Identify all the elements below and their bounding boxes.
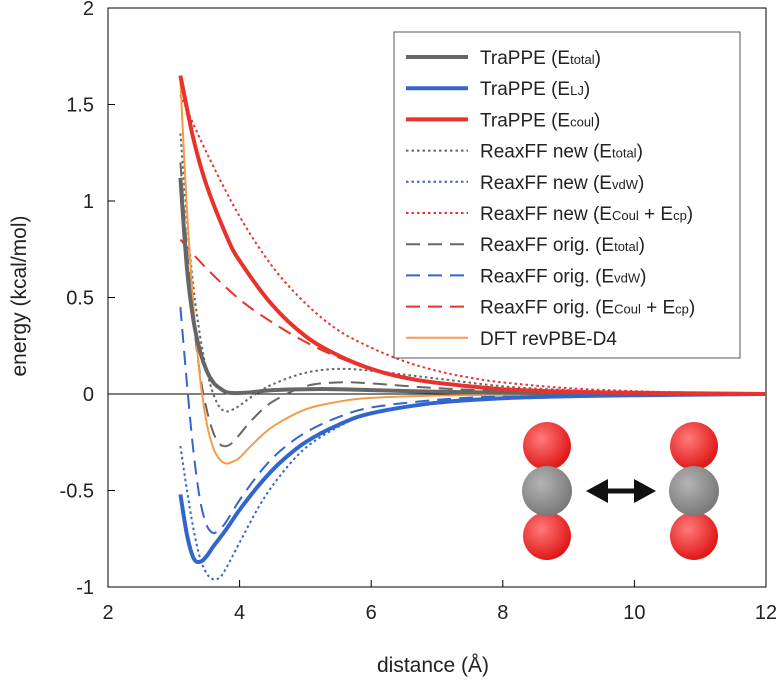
- x-tick-label: 8: [497, 602, 508, 624]
- carbon-atom: [522, 466, 572, 516]
- legend-label: ReaxFF orig. (ECoul + Ecp): [480, 298, 695, 319]
- oxygen-atom: [670, 422, 718, 470]
- x-tick-label: 4: [234, 602, 245, 624]
- oxygen-atom: [523, 512, 571, 560]
- legend-label: ReaxFF new (ECoul + Ecp): [480, 204, 693, 225]
- axes: 2 4 6 8 10 12 -1 -0.5 0 0.5 1 1.5 2: [60, 0, 776, 624]
- x-axis-title: distance (Å): [377, 654, 489, 677]
- y-tick-label: -0.5: [60, 481, 94, 503]
- legend-label: ReaxFF orig. (Etotal): [480, 235, 645, 256]
- co2-molecule-left: [522, 422, 572, 560]
- oxygen-atom: [670, 512, 718, 560]
- series-line-reaxff-new-etotal: [179, 133, 767, 413]
- series-line-trappe-etotal: [178, 177, 767, 396]
- y-tick-label: 2: [83, 0, 94, 20]
- legend-label: ReaxFF new (EvdW): [480, 173, 644, 194]
- y-tick-label: 1: [83, 191, 94, 213]
- arrow-head-right: [634, 479, 656, 503]
- legend: TraPPE (Etotal) TraPPE (ELJ) TraPPE (Ecoul…: [393, 31, 741, 359]
- series-line-dft-revpbe-d4: [179, 81, 767, 465]
- x-tick-label: 10: [623, 602, 645, 624]
- y-tick-label: -1: [76, 577, 94, 599]
- x-tick-label: 6: [366, 602, 377, 624]
- carbon-atom: [669, 466, 719, 516]
- arrow-head-left: [586, 479, 608, 503]
- co2-molecule-right: [669, 422, 719, 560]
- oxygen-atom: [523, 422, 571, 470]
- legend-label: ReaxFF new (Etotal): [480, 142, 643, 163]
- y-tick-label: 1.5: [66, 95, 94, 117]
- y-axis-title: energy (kcal/mol): [8, 215, 31, 376]
- series-line-trappe-ecoul: [178, 75, 767, 396]
- y-tick-label: 0: [83, 384, 94, 406]
- legend-label: TraPPE (ELJ): [480, 79, 590, 100]
- co2-dimer-inset: [522, 422, 719, 560]
- series-line-trappe-elj: [178, 392, 767, 565]
- x-tick-label: 2: [102, 602, 113, 624]
- legend-label: TraPPE (Etotal): [480, 48, 601, 69]
- y-tick-label: 0.5: [66, 288, 94, 310]
- legend-label: TraPPE (Ecoul): [480, 110, 600, 131]
- legend-label: ReaxFF orig. (EvdW): [480, 266, 646, 287]
- legend-label: DFT revPBE-D4: [480, 329, 617, 350]
- series-group: [178, 75, 767, 581]
- x-tick-label: 12: [755, 602, 776, 624]
